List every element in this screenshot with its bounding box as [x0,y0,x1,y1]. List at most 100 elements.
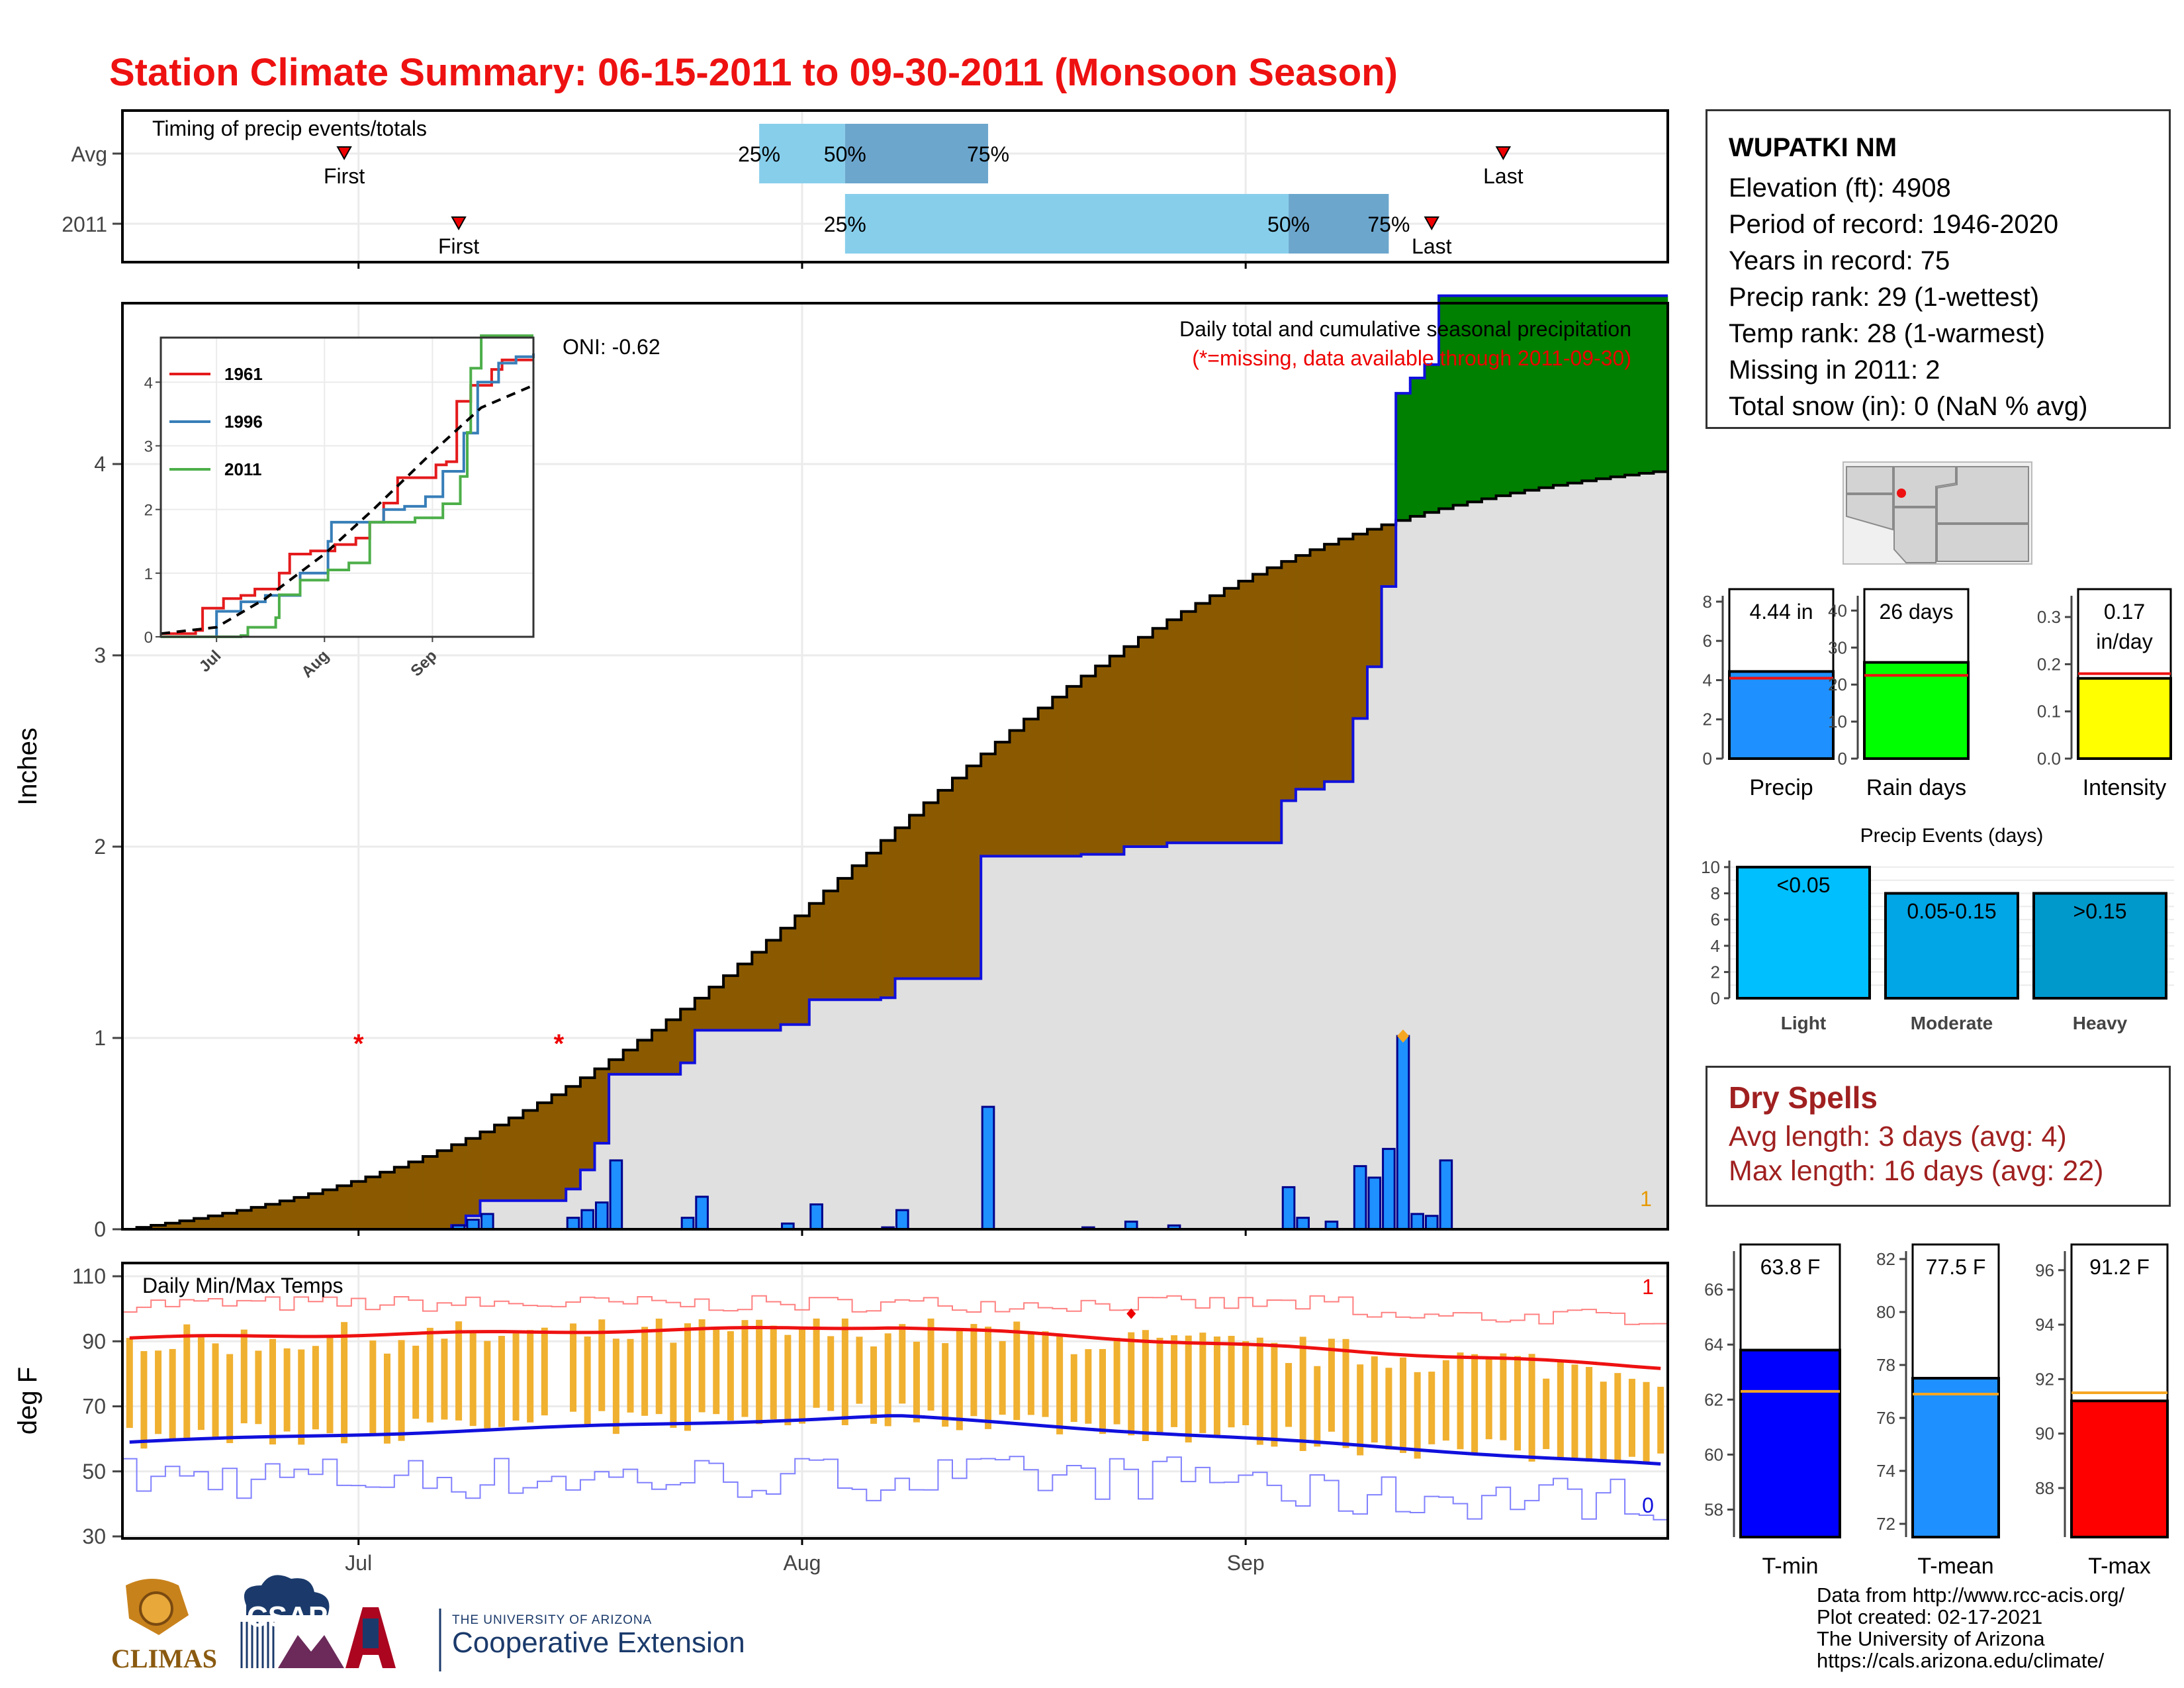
events-bar-heavy [2032,892,2167,1000]
precip-summary-intensity-tick-label: 0.0 [2037,749,2061,769]
daily-temp-range-bar [326,1336,334,1434]
events-tick-label: 6 [1711,910,1720,929]
daily-precip-bar [809,1203,823,1231]
daily-temp-range-bar [469,1331,477,1427]
station-missing: Missing in 2011: 2 [1729,355,1940,385]
daily-temp-range-bar [1400,1357,1407,1453]
missing-day-marker: * [554,1029,565,1058]
daily-temp-range-bar [684,1323,692,1431]
footer-data-source: Data from http://www.rcc-acis.org/ [1817,1583,2125,1607]
precip-y-tick-label: 4 [94,452,106,476]
timing-bar-25-50 [759,124,845,183]
inset-line-1996 [161,353,535,638]
daily-temp-range-bar [383,1353,390,1444]
temp-summary-t-min-name-label: T-min [1762,1554,1819,1579]
daily-temp-range-bar [140,1351,148,1449]
daily-temp-range-bar [584,1336,591,1425]
daily-temp-range-bar [1085,1349,1092,1424]
daily-temp-range-bar [1371,1356,1378,1443]
daily-temp-range-bar [1299,1336,1306,1451]
daily-temp-range-bar [1342,1338,1349,1448]
inset-y-tick-label: 2 [144,502,153,520]
precip-summary-intensity-tick-label: 0.2 [2037,654,2061,674]
locator-map-states [1846,466,2029,563]
temp-x-tick-label: Sep [1227,1551,1265,1575]
ua-logo-small-text: THE UNIVERSITY OF ARIZONA [452,1613,653,1627]
precip-summary-intensity-bar [2077,677,2172,760]
temp-summary-t-max-tick-label: 90 [2035,1424,2054,1444]
temp-summary-t-max-tick-label: 92 [2035,1369,2054,1389]
events-category-label: Light [1781,1013,1826,1033]
daily-precip-bar [580,1209,594,1231]
daily-temp-range-bar [1171,1335,1178,1427]
events-tick-label: 4 [1711,936,1720,956]
csap-logo-text: CSAP [247,1601,328,1633]
temp-summary-t-mean-tick-label: 72 [1876,1514,1895,1534]
csap-logo-mountains [278,1635,344,1668]
dry-spells-box: Dry Spells Avg length: 3 days (avg: 4) M… [1706,1066,2171,1207]
precip-summary-rain-days-name-label: Rain days [1866,775,1966,800]
daily-temp-range-bar [1528,1354,1535,1462]
daily-temp-range-bar [741,1320,749,1417]
footer-university: The University of Arizona [1817,1627,2045,1650]
daily-precip-bar [1382,1148,1396,1231]
precip-summary-intensity-tick-label: 0.1 [2037,702,2061,722]
inset-line-2011 [161,334,533,638]
daily-temp-range-bar [1385,1368,1392,1450]
precip-summary-rain-days-tick-label: 40 [1828,600,1847,620]
daily-temp-range-bar [155,1350,162,1434]
daily-temp-range-bar [1571,1364,1578,1460]
daily-temp-range-bar [1199,1333,1206,1433]
daily-temp-range-bar [255,1350,262,1425]
daily-temp-range-bar [369,1340,377,1436]
temp-x-tick-label: Jul [345,1551,372,1575]
daily-temp-range-bar [756,1319,763,1425]
timing-first-label: First [438,234,479,258]
record-low-line [122,1456,1668,1521]
temp-y-tick-label: 90 [82,1329,106,1353]
temp-panel-title: Daily Min/Max Temps [142,1274,343,1297]
daily-temp-range-bar [426,1327,433,1423]
daily-temp-range-bar [1543,1378,1550,1450]
temp-x-tick-label: Aug [783,1551,821,1575]
daily-temp-range-bar [956,1329,963,1430]
daily-temp-range-bar [512,1333,520,1421]
daily-temp-range-bar [1657,1386,1664,1454]
events-tick-label: 0 [1711,988,1720,1008]
daily-temp-range-bar [341,1322,348,1444]
daily-temp-range-bar [269,1338,277,1445]
temp-y-tick-label: 30 [82,1524,106,1548]
events-bar-label: 0.05-0.15 [1907,900,1996,923]
daily-temp-range-bar [1514,1356,1521,1451]
temp-summary-t-mean-tick-label: 76 [1876,1408,1895,1428]
timing-last-label: Last [1483,164,1524,188]
daily-precip-bar [1367,1176,1382,1231]
daily-temp-range-bar [1213,1336,1220,1436]
temp-summary-t-min-tick-label: 62 [1704,1389,1723,1409]
daily-temp-range-bar [1285,1363,1293,1427]
daily-temp-range-bar [1142,1330,1149,1441]
daily-temp-range-bar [1056,1335,1064,1434]
dry-spells-heading: Dry Spells [1729,1080,1878,1115]
precip-summary-rain-days-tick-label: 30 [1828,637,1847,657]
max-precip-day-marker [1397,1029,1410,1043]
timing-row-label: Avg [71,142,107,166]
daily-temp-range-bar [283,1348,291,1432]
footer-created: Plot created: 02-17-2021 [1817,1605,2043,1628]
daily-temp-range-bar [1228,1336,1235,1428]
temp-summary-t-min-value-label: 63.8 F [1760,1255,1821,1279]
daily-precip-bar [695,1196,709,1231]
inset-y-tick-label: 3 [144,438,153,455]
daily-temp-range-bar [698,1319,705,1413]
precip-summary-intensity-name-label: Intensity [2083,775,2167,800]
daily-temp-range-bar [1027,1334,1034,1415]
daily-temp-range-bar [1113,1337,1120,1425]
events-bar-light [1736,865,1871,1000]
events-tick-label: 10 [1701,857,1720,877]
station-elevation: Elevation (ft): 4908 [1729,173,1951,203]
inset-legend-label-1996: 1996 [224,412,263,432]
temp-summary-t-max-name-label: T-max [2088,1554,2150,1579]
daily-temp-range-bar [985,1327,992,1429]
daily-temp-range-bar [1643,1382,1650,1462]
daily-precip-bar [1410,1213,1424,1231]
